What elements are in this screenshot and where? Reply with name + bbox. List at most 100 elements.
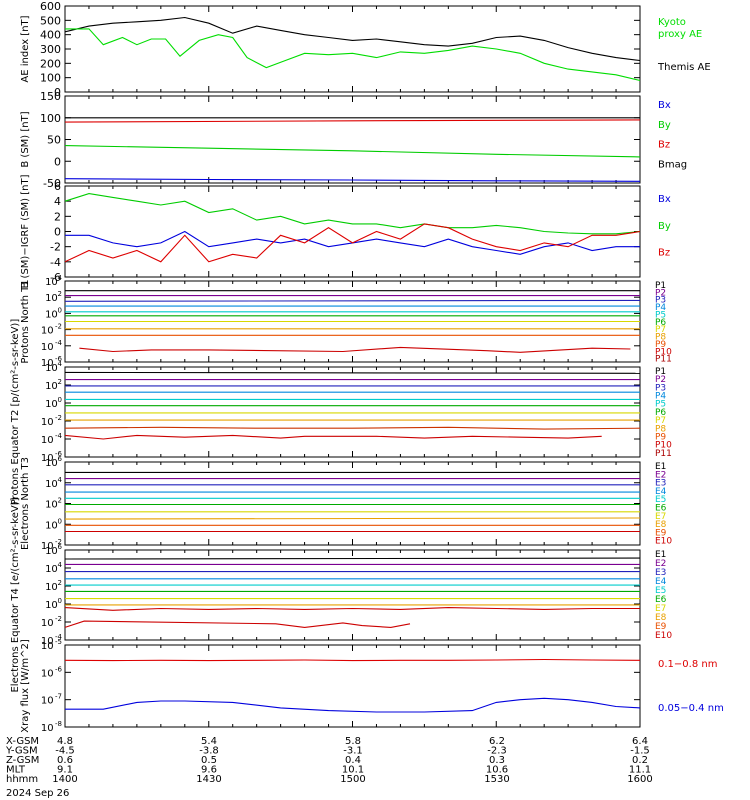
- y-tick-label: 0: [54, 226, 61, 239]
- series-line-e9: [64, 607, 640, 611]
- legend-entry: P1: [655, 367, 666, 377]
- y-tick-label-exponent: -6: [55, 665, 63, 673]
- y-tick-label: 6: [54, 180, 61, 193]
- legend-entry: Bmag: [658, 159, 687, 170]
- y-tick-label: 10: [45, 363, 58, 374]
- y-tick-label: 10: [45, 520, 58, 531]
- legend-entry: P6: [655, 318, 666, 328]
- y-tick-label-exponent: -6: [55, 450, 63, 458]
- y-tick-label: 10: [45, 500, 58, 511]
- y-tick-label: 10: [41, 417, 54, 428]
- y-axis-label: B (SM) [nT]: [20, 111, 31, 167]
- ephemeris-value: -2.3: [487, 746, 507, 757]
- ephemeris-value: -3.1: [343, 746, 363, 757]
- series-line-p10: [64, 434, 602, 440]
- y-tick-label: 300: [40, 43, 61, 56]
- y-tick-label: 10: [45, 479, 58, 490]
- y-tick-label-exponent: 0: [58, 597, 62, 605]
- y-tick-label: 50: [47, 134, 61, 147]
- y-tick-label-exponent: -2: [55, 615, 62, 623]
- ephemeris-value: 9.1: [57, 765, 73, 776]
- y-tick-label: 10: [41, 636, 54, 647]
- series-line-e10: [64, 620, 411, 628]
- y-tick-label-exponent: -4: [55, 633, 63, 641]
- y-tick-label: 10: [41, 358, 54, 369]
- y-tick-label: 10: [41, 541, 54, 552]
- legend-entry: 0.05−0.4 nm: [658, 703, 724, 714]
- series-line-e1: [64, 557, 641, 560]
- panel-frame-5: [64, 461, 641, 546]
- date-label: 2024 Sep 26: [6, 788, 69, 799]
- series-line-p9: [64, 426, 641, 430]
- ephemeris-row-label: Z-GSM: [6, 755, 39, 766]
- panel-frame-2: [64, 185, 641, 278]
- legend-entry: P7: [655, 325, 666, 335]
- y-axis-label: Electrons North T3: [20, 457, 31, 550]
- legend-entry: P6: [655, 408, 666, 418]
- y-tick-label: 10: [41, 453, 54, 464]
- y-tick-label-exponent: 4: [58, 274, 63, 282]
- series-line-by: [64, 145, 641, 158]
- legend-entry: P8: [655, 424, 666, 434]
- legend-entry: E8: [655, 520, 667, 530]
- y-tick-label-exponent: 6: [58, 455, 63, 463]
- legend-entry: By: [658, 221, 671, 232]
- y-tick-label: 10: [45, 600, 58, 611]
- y-tick-label: 100: [40, 72, 61, 85]
- y-tick-label-exponent: 4: [58, 360, 63, 368]
- legend-entry: E5: [655, 586, 666, 596]
- y-tick-label: 2: [54, 210, 61, 223]
- legend-entry: P2: [655, 288, 666, 298]
- y-tick-label-exponent: 6: [58, 543, 63, 551]
- y-tick-label: 100: [40, 112, 61, 125]
- y-tick-label-exponent: 2: [58, 579, 62, 587]
- y-tick-label: 200: [40, 57, 61, 70]
- ephemeris-value: 0.2: [632, 755, 648, 766]
- y-axis-label: Protons North T1: [20, 279, 31, 363]
- legend-entry: Bx: [658, 100, 671, 111]
- y-tick-label-exponent: -4: [55, 432, 63, 440]
- legend-entry: Bz: [658, 248, 670, 259]
- legend-entry: proxy AE: [658, 29, 702, 40]
- legend-entry: P2: [655, 375, 666, 385]
- series-line-e8: [64, 517, 641, 520]
- legend-entry: E3: [655, 568, 666, 578]
- panel-frame-0: [64, 5, 641, 93]
- series-line-0-1-0-8-nm: [64, 658, 641, 662]
- legend-entry: E2: [655, 559, 666, 569]
- ephemeris-value: 1500: [340, 774, 365, 785]
- legend-entry: E4: [655, 577, 667, 587]
- legend-entry: E2: [655, 470, 666, 480]
- ephemeris-value: 1430: [196, 774, 221, 785]
- legend-entry: P3: [655, 296, 666, 306]
- y-tick-label-exponent: 0: [58, 517, 62, 525]
- y-tick-label: 10: [41, 326, 54, 337]
- y-tick-label: -4: [50, 256, 61, 269]
- y-tick-label: 10: [45, 582, 58, 593]
- ephemeris-row-label: MLT: [6, 765, 26, 776]
- y-tick-label-exponent: 2: [58, 497, 62, 505]
- series-line-p10: [79, 346, 631, 353]
- legend-entry: E1: [655, 462, 666, 472]
- y-tick-label-exponent: -2: [55, 323, 62, 331]
- panel-frame-6: [64, 549, 641, 641]
- legend-entry: P8: [655, 333, 666, 343]
- legend-entry: P9: [655, 432, 666, 442]
- y-tick-label: 10: [41, 696, 54, 707]
- series-line-themis-ae: [64, 16, 641, 62]
- legend-entry: Bz: [658, 140, 670, 151]
- y-axis-label: Protons Equator T2 [p/(cm²-s-sr-keV)]: [10, 319, 21, 506]
- legend-entry: P5: [655, 310, 666, 320]
- y-tick-label: 10: [45, 458, 58, 469]
- legend-entry: E3: [655, 479, 666, 489]
- ephemeris-value: 0.4: [345, 755, 361, 766]
- legend-entry: P5: [655, 400, 666, 410]
- legend-entry: Themis AE: [657, 62, 711, 73]
- y-tick-label: 10: [41, 723, 54, 734]
- panel-frame-4: [64, 366, 641, 458]
- y-tick-label-exponent: 2: [58, 378, 62, 386]
- y-tick-label-exponent: 4: [58, 561, 63, 569]
- legend-entry: Kyoto: [658, 17, 686, 28]
- y-tick-label-exponent: 0: [58, 396, 62, 404]
- y-tick-label: 10: [41, 435, 54, 446]
